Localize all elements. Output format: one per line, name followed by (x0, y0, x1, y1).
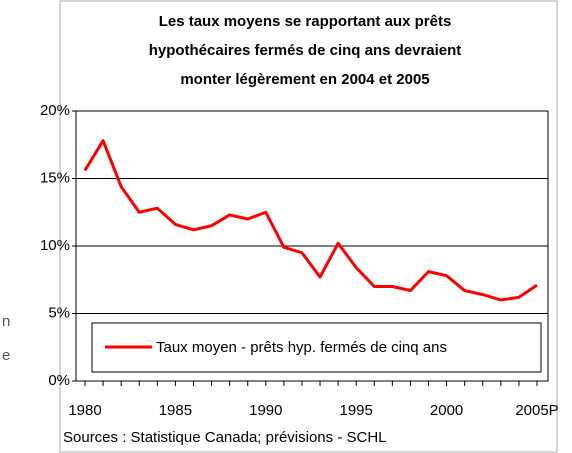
background-text: n (2, 313, 10, 330)
chart-title: monter légèrement en 2004 et 2005 (180, 71, 429, 88)
legend-label: Taux moyen - prêts hyp. fermés de cinq a… (156, 339, 447, 356)
legend-box (91, 322, 542, 373)
data-line (83, 139, 538, 302)
x-tick-label: 1985 (159, 402, 192, 419)
chart-title: Les taux moyens se rapportant aux prêts (159, 13, 452, 30)
source: Sources : Statistique Canada; prévisions… (63, 429, 387, 446)
y-tick-label: 0% (48, 372, 70, 389)
y-tick-label: 15% (40, 169, 70, 186)
y-tick-label: 20% (40, 102, 70, 119)
x-tick-label: 1990 (249, 402, 282, 419)
x-tick-label: 2000 (430, 402, 463, 419)
y-tick-label: 10% (40, 237, 70, 254)
x-tick-label: 1980 (68, 402, 101, 419)
x-tick-label: 2005P (515, 402, 558, 419)
x-tick-label: 1995 (340, 402, 373, 419)
y-tick-label: 5% (48, 304, 70, 321)
chart-title: hypothécaires fermés de cinq ans devraie… (149, 42, 462, 59)
background-text: e (2, 347, 10, 364)
